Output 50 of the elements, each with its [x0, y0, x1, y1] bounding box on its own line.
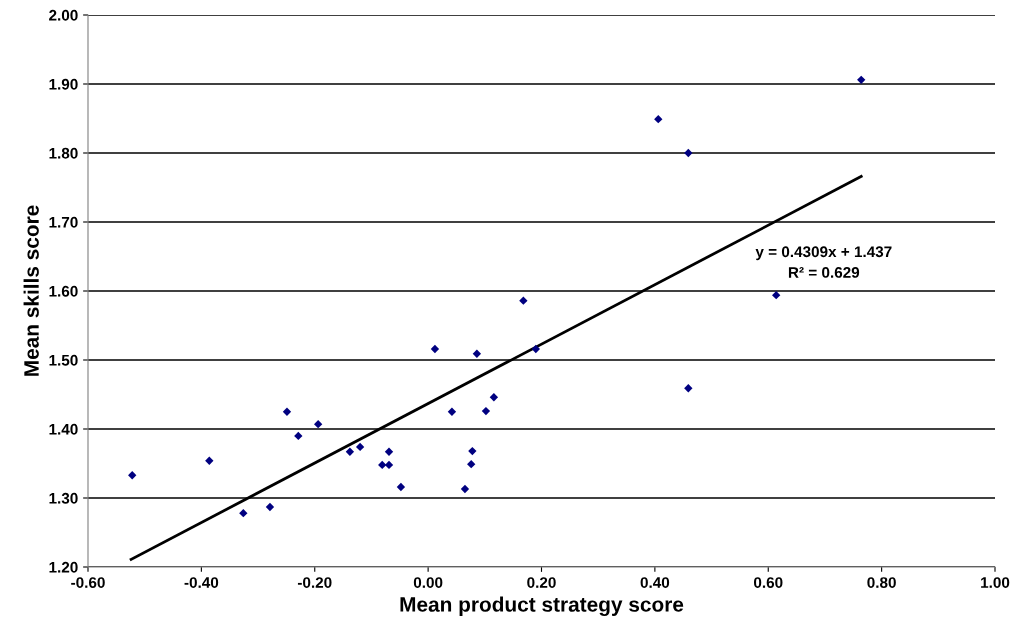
point	[396, 482, 406, 492]
point	[128, 471, 137, 480]
point	[378, 460, 387, 470]
x-tick-label: 0.60	[753, 577, 783, 588]
point	[684, 384, 693, 393]
point	[531, 344, 540, 354]
x-tick-label: -0.20	[297, 577, 332, 588]
x-tick-label: 0.20	[527, 577, 556, 588]
point	[481, 406, 491, 416]
point	[430, 344, 440, 354]
annotation: R² = 0.629	[788, 267, 860, 278]
point	[472, 349, 482, 358]
point	[345, 447, 355, 456]
point	[460, 484, 470, 494]
point	[684, 148, 693, 158]
x-axis-title: Mean product strategy score	[400, 596, 684, 617]
point	[313, 420, 323, 429]
x-tick-label: 0.40	[640, 577, 670, 588]
point	[654, 115, 663, 124]
point	[355, 442, 365, 452]
x-tick-label: 0.00	[413, 577, 443, 588]
y-tick-label: 1.40	[49, 423, 78, 435]
y-tick-label: 1.30	[49, 492, 78, 504]
point	[857, 75, 866, 85]
y-tick-label: 1.70	[49, 216, 78, 228]
point	[489, 393, 499, 402]
y-tick-label: 1.60	[49, 285, 78, 297]
y-tick-label: 1.80	[49, 147, 78, 159]
point	[265, 502, 275, 512]
point	[294, 431, 303, 441]
point	[384, 447, 394, 456]
y-axis-title: Mean skills score	[23, 205, 39, 376]
annotation: y = 0.4309x + 1.437	[755, 246, 892, 261]
point	[447, 407, 457, 416]
point	[519, 296, 528, 305]
point	[467, 460, 476, 469]
point	[205, 456, 214, 465]
y-tick-label: 2.00	[49, 9, 78, 21]
y-tick-label: 1.90	[49, 78, 78, 90]
point	[772, 290, 781, 300]
x-tick-label: -0.40	[184, 577, 219, 588]
y-tick-label: 1.50	[49, 354, 78, 366]
x-tick-label: -0.60	[71, 577, 105, 588]
point	[468, 446, 477, 456]
point	[282, 407, 292, 416]
point	[239, 509, 248, 518]
y-tick-label: 1.20	[49, 561, 78, 573]
x-tick-label: 1.00	[981, 577, 1010, 588]
x-tick-label: 0.80	[867, 577, 896, 588]
point	[384, 460, 394, 470]
